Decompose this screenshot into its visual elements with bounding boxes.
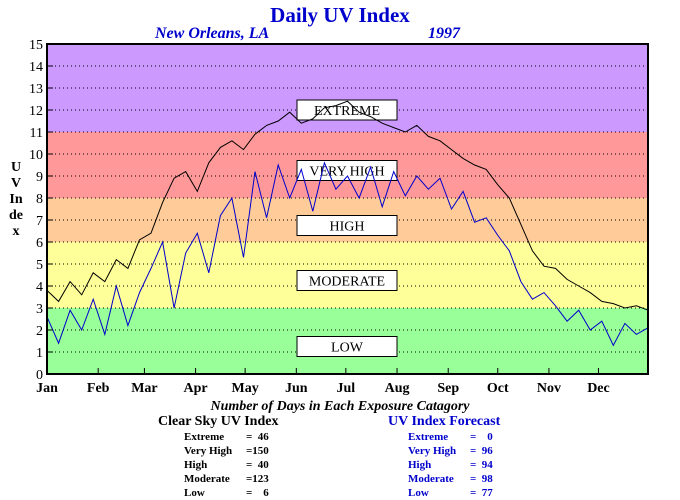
x-tick-label: Jun xyxy=(285,381,308,396)
x-tick-label: Oct xyxy=(487,381,509,396)
stats-row: Very High =150 xyxy=(184,444,269,458)
stats-label: Low xyxy=(408,487,429,499)
stats-value: = 6 xyxy=(246,487,269,499)
band-label: EXTREME xyxy=(314,104,380,119)
stats-row: High = 94 xyxy=(408,458,493,472)
stats-row: Low = 6 xyxy=(184,486,269,500)
y-tick-label: 2 xyxy=(36,324,43,339)
x-tick-label: May xyxy=(232,381,259,396)
y-tick-label: 10 xyxy=(29,148,43,163)
band-label-box xyxy=(296,160,398,181)
stats-label: Moderate xyxy=(184,473,230,485)
clear-sky-stats: Extreme = 46 Very High =150 High = 40 Moder… xyxy=(184,430,269,500)
stats-row: Extreme = 46 xyxy=(184,430,269,444)
y-tick-label: 11 xyxy=(30,126,43,141)
stats-row: Moderate =123 xyxy=(184,472,269,486)
stats-label: Very High xyxy=(184,445,233,457)
band-label-box xyxy=(296,270,398,291)
y-tick-label: 1 xyxy=(36,346,43,361)
stats-label: High xyxy=(184,459,208,471)
forecast-line xyxy=(46,161,649,347)
stats-value: = 96 xyxy=(470,445,493,457)
y-tick-label: 7 xyxy=(36,214,43,229)
clear-sky-stats-title: Clear Sky UV Index xyxy=(158,414,279,429)
y-tick-label: 6 xyxy=(36,236,43,251)
y-tick-label: 4 xyxy=(36,280,43,295)
y-tick-label: 14 xyxy=(29,60,43,75)
stats-value: = 77 xyxy=(470,487,493,499)
stats-row: Extreme = 0 xyxy=(408,430,493,444)
stats-value: =150 xyxy=(246,445,269,457)
x-tick-label: Jul xyxy=(337,381,356,396)
stats-label: Very High xyxy=(408,445,457,457)
band-label: LOW xyxy=(331,341,364,356)
forecast-stats: Extreme = 0 Very High = 96 High = 94 Modera… xyxy=(408,430,493,500)
year-label: 1997 xyxy=(428,25,460,42)
y-tick-label: 3 xyxy=(36,302,43,317)
stats-value: = 98 xyxy=(470,473,493,485)
x-tick-label: Jan xyxy=(36,381,58,396)
plot-frame xyxy=(46,43,649,375)
stats-value: = 0 xyxy=(470,431,493,443)
x-tick-label: Apr xyxy=(184,381,208,396)
x-tick-label: Nov xyxy=(537,381,561,396)
location-label: New Orleans, LA xyxy=(155,25,270,42)
stats-label: High xyxy=(408,459,432,471)
chart-title: Daily UV Index xyxy=(270,3,410,27)
clear-sky-line xyxy=(46,100,649,311)
y-tick-label: 8 xyxy=(36,192,43,207)
stats-label: Moderate xyxy=(408,473,454,485)
category-caption: Number of Days in Each Exposure Catagory xyxy=(210,399,470,414)
band-label-box xyxy=(296,336,398,357)
stats-row: Low = 77 xyxy=(408,486,493,500)
y-tick-label: 9 xyxy=(36,170,43,185)
band-label: VERY HIGH xyxy=(309,165,384,180)
x-tick-label: Aug xyxy=(385,381,410,396)
band-label-box xyxy=(296,215,398,236)
band-label: MODERATE xyxy=(309,275,385,290)
band-label-box xyxy=(296,99,398,121)
x-tick-label: Feb xyxy=(87,381,110,396)
x-tick-label: Dec xyxy=(587,381,610,396)
y-tick-label: 15 xyxy=(29,38,43,53)
stats-row: Very High = 96 xyxy=(408,444,493,458)
forecast-stats-title: UV Index Forecast xyxy=(388,414,501,429)
band-label: HIGH xyxy=(330,220,365,235)
stats-row: High = 40 xyxy=(184,458,269,472)
stats-label: Extreme xyxy=(184,431,225,443)
y-tick-label: 12 xyxy=(29,104,43,119)
stats-row: Moderate = 98 xyxy=(408,472,493,486)
stats-label: Low xyxy=(184,487,205,499)
stats-value: =123 xyxy=(246,473,269,485)
y-axis-label: UV Index xyxy=(9,160,23,239)
x-tick-label: Sep xyxy=(437,381,459,396)
stats-label: Extreme xyxy=(408,431,449,443)
y-tick-label: 5 xyxy=(36,258,43,273)
stats-value: = 40 xyxy=(246,459,269,471)
x-tick-label: Mar xyxy=(131,381,157,396)
y-tick-label: 0 xyxy=(36,368,43,383)
stats-value: = 46 xyxy=(246,431,269,443)
stats-value: = 94 xyxy=(470,459,493,471)
y-tick-label: 13 xyxy=(29,82,43,97)
